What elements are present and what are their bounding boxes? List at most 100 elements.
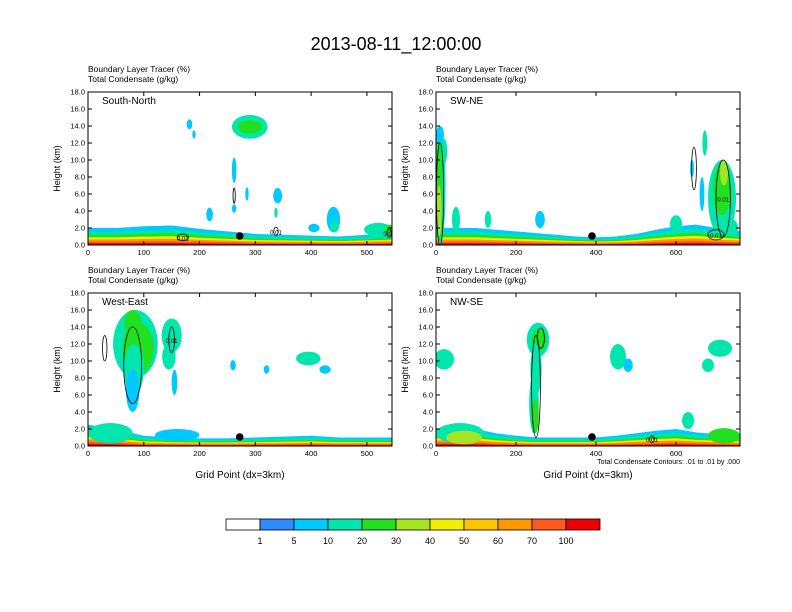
- condensate-contour: [536, 327, 545, 349]
- location-marker: [588, 232, 596, 240]
- panel-2: 0.01 0 100 200 300 400 500 0.0 2.0 4.0 6.0 8.0 10.0 1…: [52, 265, 393, 481]
- panel-1: 0.01 0.01 0 200 400 600 0.0 2.0 4.0 6.0 8.0 10.0 12.…: [400, 64, 741, 257]
- subtitle-tracer: Boundary Layer Tracer (%): [436, 265, 538, 275]
- colorbar-swatch: [259, 518, 295, 531]
- y-tick-label: 10.0: [418, 357, 433, 366]
- figure-title: 2013-08-11_12:00:00: [311, 34, 482, 55]
- y-tick-label: 2.0: [75, 224, 85, 233]
- colorbar-label: 5: [291, 536, 296, 546]
- subtitle-condensate: Total Condensate (g/kg): [436, 275, 526, 285]
- tracer-blob: [708, 428, 740, 444]
- plot-frame: [87, 292, 393, 447]
- y-tick-label: 8.0: [423, 374, 433, 383]
- tracer-blob: [330, 220, 340, 233]
- x-tick-label: 200: [510, 248, 523, 257]
- y-tick-label: 6.0: [75, 190, 85, 199]
- tracer-blob: [436, 126, 444, 143]
- tracer-blob: [452, 206, 460, 233]
- subtitle-tracer: Boundary Layer Tracer (%): [88, 64, 190, 74]
- tracer-blob: [702, 358, 714, 373]
- y-tick-label: 12.0: [70, 340, 85, 349]
- panel-label: SW-NE: [450, 96, 483, 107]
- plot-frame: [87, 91, 393, 246]
- tracer-blob: [720, 160, 728, 186]
- y-tick-label: 10.0: [70, 156, 85, 165]
- colorbar-label: 50: [459, 536, 469, 546]
- colorbar-swatch: [429, 518, 465, 531]
- colorbar-swatch: [531, 518, 567, 531]
- tracer-blob: [296, 351, 321, 366]
- subtitle-condensate: Total Condensate (g/kg): [88, 275, 178, 285]
- tracer-blob: [263, 365, 270, 374]
- boundary-layer-band: [436, 242, 740, 245]
- condensate-contour: [168, 326, 175, 353]
- tracer-blob: [384, 224, 392, 235]
- location-marker: [235, 232, 244, 240]
- x-tick-label: 200: [510, 449, 523, 458]
- colorbar-swatch: [463, 518, 499, 531]
- condensate-contour: [176, 233, 189, 242]
- location-marker: [588, 433, 596, 441]
- colorbar-label: 70: [527, 536, 537, 546]
- colorbar-swatch: [565, 518, 601, 531]
- tracer-blob: [682, 412, 694, 429]
- y-tick-label: 4.0: [75, 408, 85, 417]
- x-tick-label: 0: [434, 449, 438, 458]
- tracer-blob: [702, 130, 708, 156]
- plot-frame: [435, 91, 741, 246]
- tracer-blob: [125, 369, 140, 412]
- x-tick-label: 600: [670, 248, 683, 257]
- tracer-blob: [726, 219, 738, 237]
- x-tick-label: 200: [193, 449, 206, 458]
- colorbar-swatch: [293, 518, 329, 531]
- x-tick-label: 0: [86, 449, 90, 458]
- x-tick-label: 100: [138, 248, 151, 257]
- condensate-contour: [707, 229, 725, 241]
- colorbar-label: 10: [323, 536, 333, 546]
- tracer-blob: [171, 369, 178, 395]
- y-tick-label: 18.0: [70, 88, 85, 97]
- contour-label: 0.01: [166, 339, 178, 345]
- panel-label: South-North: [102, 96, 156, 107]
- colorbar-label: 30: [391, 536, 401, 546]
- plot-background: [88, 92, 392, 245]
- x-tick-label: 400: [305, 449, 318, 458]
- y-tick-label: 8.0: [423, 173, 433, 182]
- condensate-contour: [273, 226, 279, 237]
- plot-background: [436, 92, 740, 245]
- x-axis-label: Grid Point (dx=3km): [543, 470, 632, 481]
- tracer-blob: [88, 423, 133, 444]
- tracer-field: 0.01: [436, 322, 740, 446]
- tracer-blob: [610, 344, 626, 370]
- tracer-blob: [231, 157, 237, 183]
- y-tick-label: 0.0: [75, 241, 85, 250]
- condensate-contour: [102, 335, 108, 362]
- tracer-blob: [237, 120, 263, 134]
- colorbar-swatch: [497, 518, 533, 531]
- tracer-blob: [245, 187, 249, 201]
- tracer-blob: [535, 211, 545, 228]
- x-tick-label: 0: [434, 248, 438, 257]
- y-tick-label: 14.0: [70, 323, 85, 332]
- condensate-contour: [531, 335, 541, 438]
- contour-label: 0.01: [646, 438, 658, 444]
- colorbar-label: 1: [257, 536, 262, 546]
- y-tick-label: 18.0: [418, 289, 433, 298]
- colorbar-swatch: [225, 518, 261, 531]
- panel-3: 0.01 0 200 400 600 0.0 2.0 4.0 6.0 8.0 10.0 12.0 14.…: [400, 265, 741, 481]
- y-tick-label: 12.0: [418, 139, 433, 148]
- y-tick-label: 0.0: [75, 442, 85, 451]
- contour-label: 0.01: [270, 230, 282, 236]
- y-tick-label: 14.0: [70, 122, 85, 131]
- y-tick-label: 16.0: [418, 306, 433, 315]
- contour-label: 0.01: [717, 197, 729, 203]
- tracer-blob: [154, 429, 200, 441]
- panel-label: West-East: [102, 297, 148, 308]
- x-tick-label: 400: [590, 248, 603, 257]
- contour-note-text: Total Condensate Contours: .01 to .01 by…: [597, 459, 740, 466]
- tracer-blob: [206, 207, 213, 222]
- tracer-blob: [186, 119, 193, 130]
- x-tick-label: 400: [590, 449, 603, 458]
- tracer-blob: [436, 349, 454, 370]
